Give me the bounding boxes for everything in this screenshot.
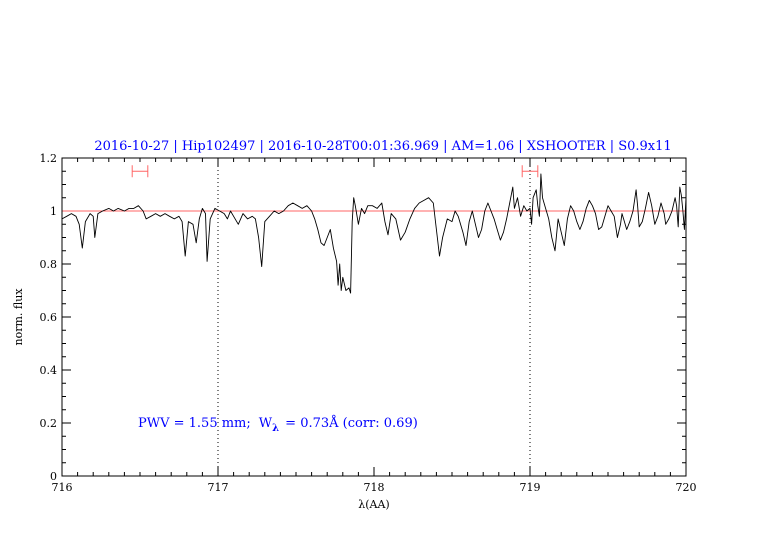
y-tick-label: 0.4 [40,364,58,377]
w-symbol: W [259,416,273,431]
x-tick-label: 719 [520,481,541,494]
w-subscript: λ [272,423,279,434]
w-value: = 0.73Å (corr: 0.69) [285,415,418,431]
x-tick-label: 716 [52,481,73,494]
x-tick-label: 718 [364,481,385,494]
y-tick-label: 0.8 [40,258,58,271]
y-tick-label: 1 [50,205,57,218]
y-tick-label: 0 [50,470,57,483]
y-axis-label: norm. flux [12,288,25,346]
y-tick-label: 0.2 [40,417,58,430]
chart-title: 2016-10-27 | Hip102497 | 2016-10-28T00:0… [94,139,671,154]
plot-layer: 716 717 718 719 720 0 0.2 0.4 0.6 0.8 1 1.2 [40,152,697,494]
x-tick-label: 717 [208,481,229,494]
y-tick-label: 1.2 [40,152,58,165]
pwv-text: PWV = 1.55 mm; [138,416,251,431]
pwv-annotation: PWV = 1.55 mm; Wλ = 0.73Å (corr: 0.69) [138,415,418,434]
y-tick-label: 0.6 [40,311,58,324]
spectrum-series-line [61,173,687,294]
plot-frame [61,157,687,477]
x-axis-label: λ(AA) [358,498,389,511]
x-tick-label: 720 [676,481,697,494]
